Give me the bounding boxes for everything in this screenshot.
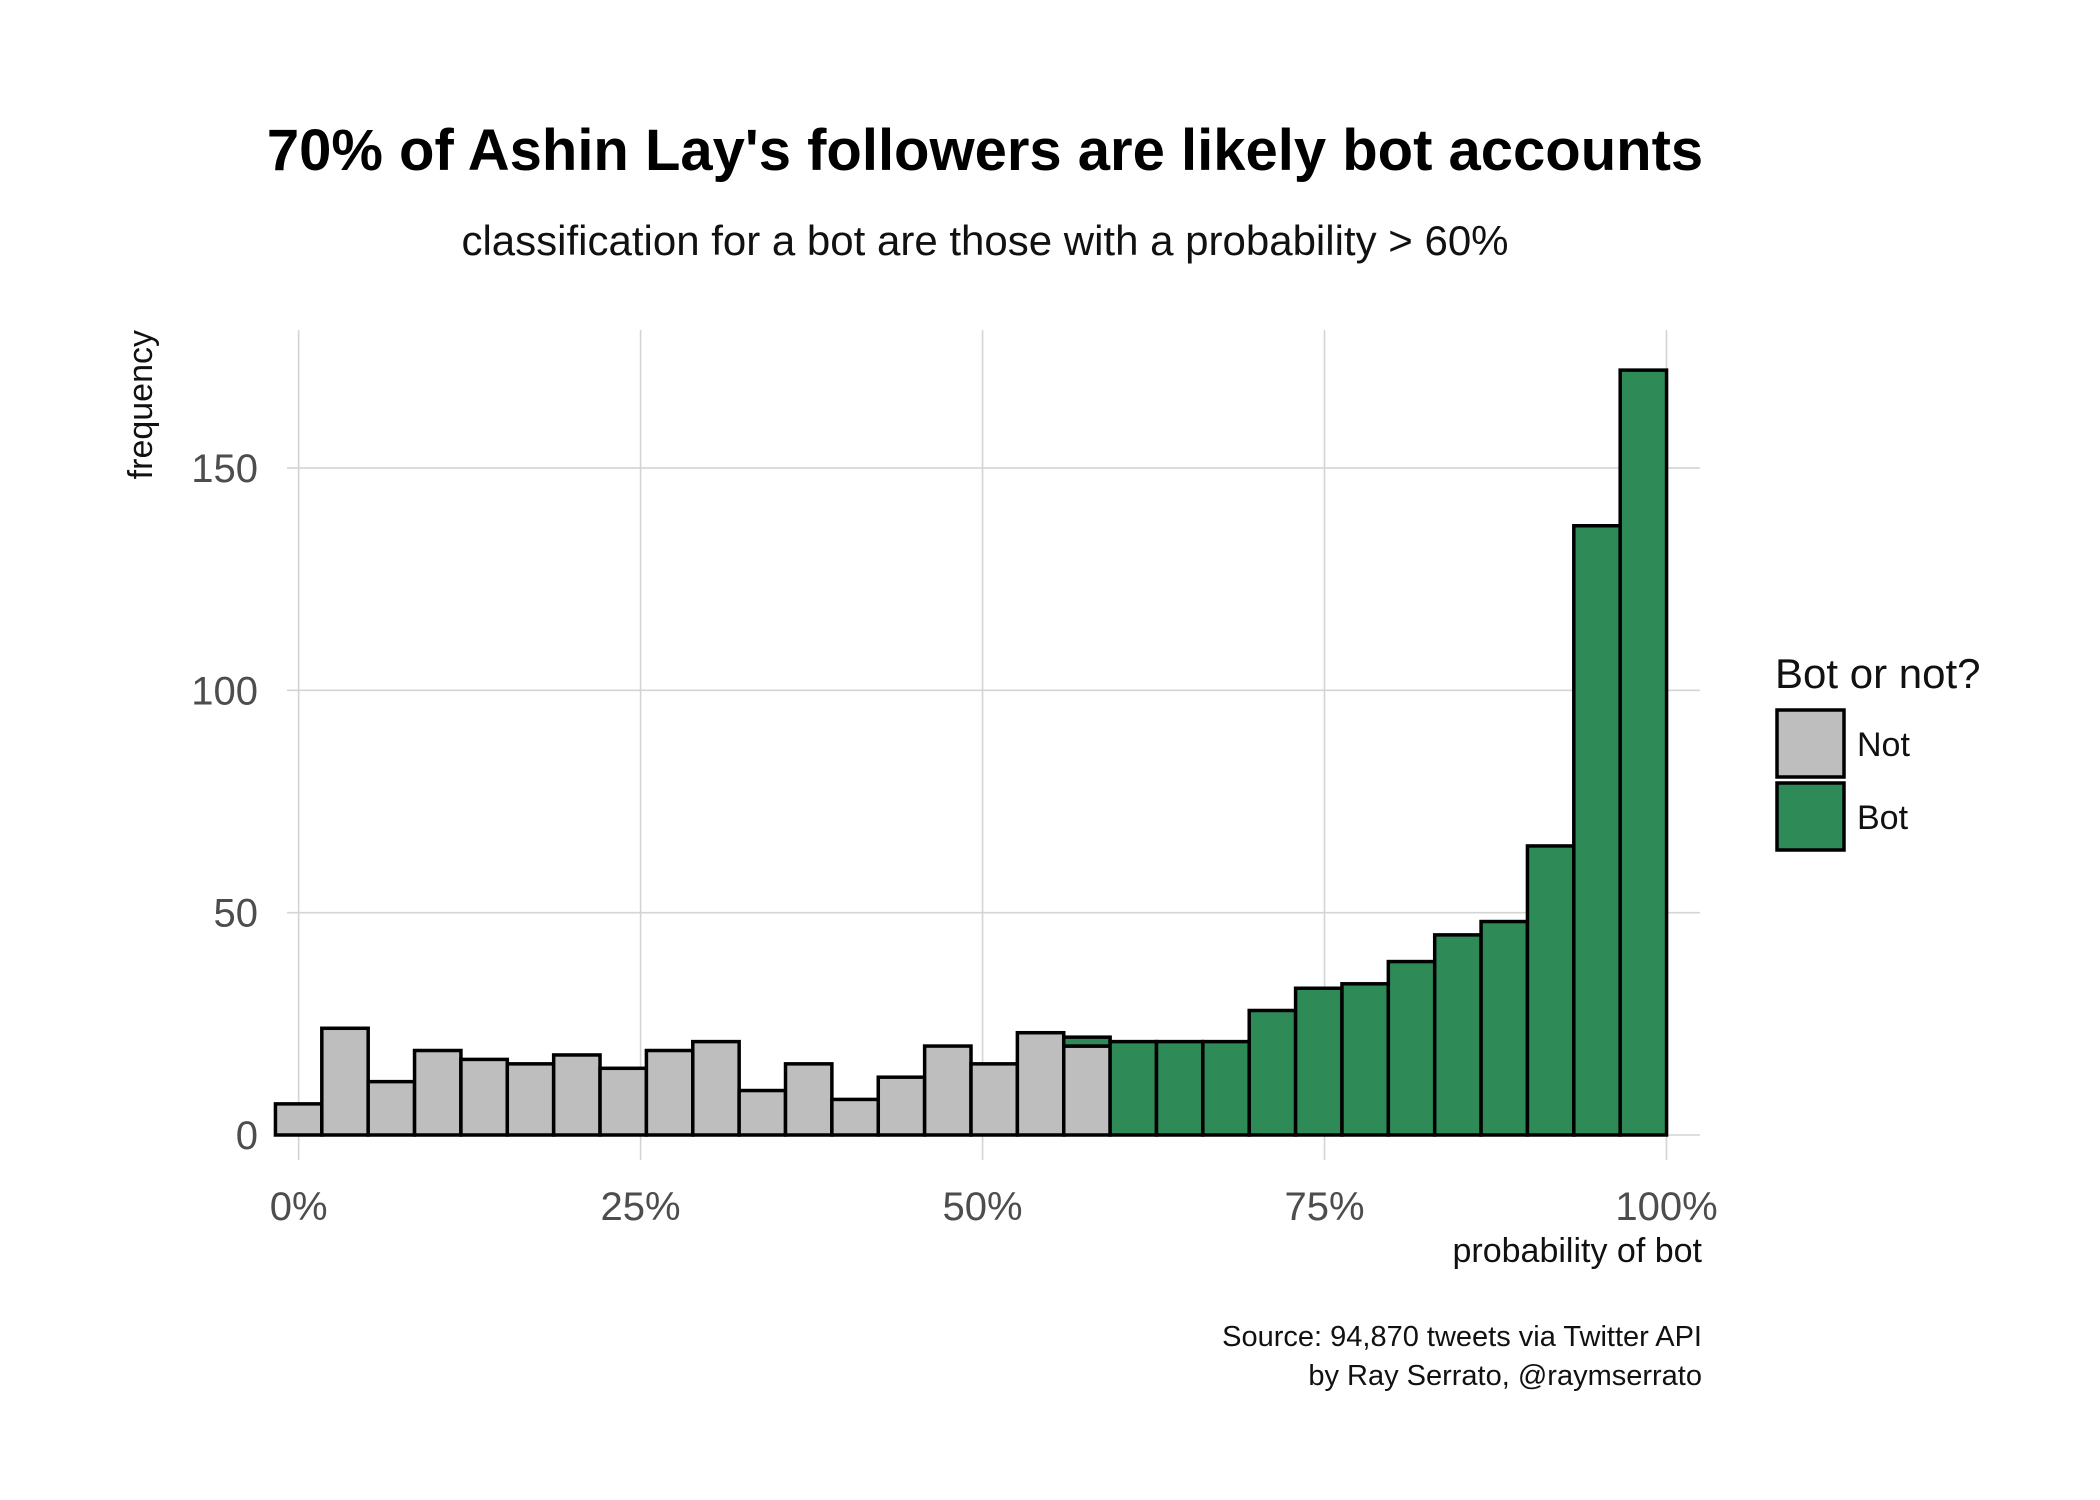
bar-not-14	[922, 1044, 973, 1137]
y-axis-title: frequency	[122, 330, 160, 479]
x-tick-label: 0%	[270, 1185, 328, 1229]
bar-not-13	[876, 1075, 927, 1137]
tick-layer: 0% 25% 50% 75% 100% 0 50 100 150	[191, 447, 1717, 1229]
bar-not-16	[1015, 1030, 1066, 1137]
bar-not-12	[830, 1097, 881, 1137]
caption-source: Source: 94,870 tweets via Twitter API	[1222, 1321, 1702, 1353]
bar-not-10	[737, 1088, 788, 1137]
bar-bot-23	[1340, 982, 1391, 1137]
bar-not-11	[783, 1062, 834, 1137]
bars-layer	[273, 368, 1669, 1137]
x-tick-label: 50%	[943, 1185, 1023, 1229]
bar-bot-24	[1386, 959, 1437, 1137]
x-axis-title: probability of bot	[1453, 1232, 1703, 1270]
bar-not-1	[320, 1026, 370, 1137]
x-tick-label: 75%	[1284, 1185, 1364, 1229]
bar-not-6	[551, 1053, 602, 1137]
legend-key-bot	[1775, 781, 1846, 852]
legend-key-not	[1775, 708, 1846, 779]
bar-not-17	[1061, 1044, 1112, 1137]
bar-bot-25	[1432, 933, 1483, 1137]
bar-not-0	[273, 1102, 324, 1137]
caption-author: by Ray Serrato, @raymserrato	[1308, 1360, 1702, 1392]
bar-not-8	[644, 1048, 695, 1137]
bar-bot-26	[1479, 919, 1530, 1137]
bar-not-5	[505, 1062, 556, 1137]
legend-label-not: Not	[1857, 726, 1910, 764]
legend-label-bot: Bot	[1857, 799, 1909, 837]
bar-bot-20	[1201, 1039, 1251, 1137]
y-tick-label: 0	[236, 1114, 258, 1158]
bar-bot-28	[1572, 524, 1622, 1137]
bar-bot-22	[1293, 986, 1344, 1137]
bar-bot-17	[1061, 1035, 1112, 1048]
legend: Bot or not? Not Bot	[1775, 650, 1980, 852]
y-tick-label: 150	[191, 447, 258, 491]
bar-bot-21	[1247, 1008, 1298, 1137]
y-tick-label: 100	[191, 669, 258, 713]
x-tick-label: 100%	[1615, 1185, 1717, 1229]
chart-subtitle: classification for a bot are those with …	[461, 217, 1508, 264]
bar-bot-19	[1154, 1039, 1205, 1137]
legend-title: Bot or not?	[1775, 650, 1980, 697]
bar-not-4	[459, 1057, 510, 1137]
bar-bot-29	[1618, 368, 1669, 1137]
bar-not-15	[969, 1062, 1020, 1137]
bar-not-7	[598, 1066, 649, 1137]
bar-not-2	[366, 1079, 417, 1137]
x-tick-label: 25%	[601, 1185, 681, 1229]
y-tick-label: 50	[214, 892, 259, 936]
bar-not-9	[691, 1039, 741, 1137]
bar-bot-27	[1525, 844, 1576, 1137]
bar-not-3	[412, 1048, 463, 1137]
chart-title: 70% of Ashin Lay's followers are likely …	[267, 118, 1703, 183]
bar-bot-18	[1108, 1039, 1159, 1137]
